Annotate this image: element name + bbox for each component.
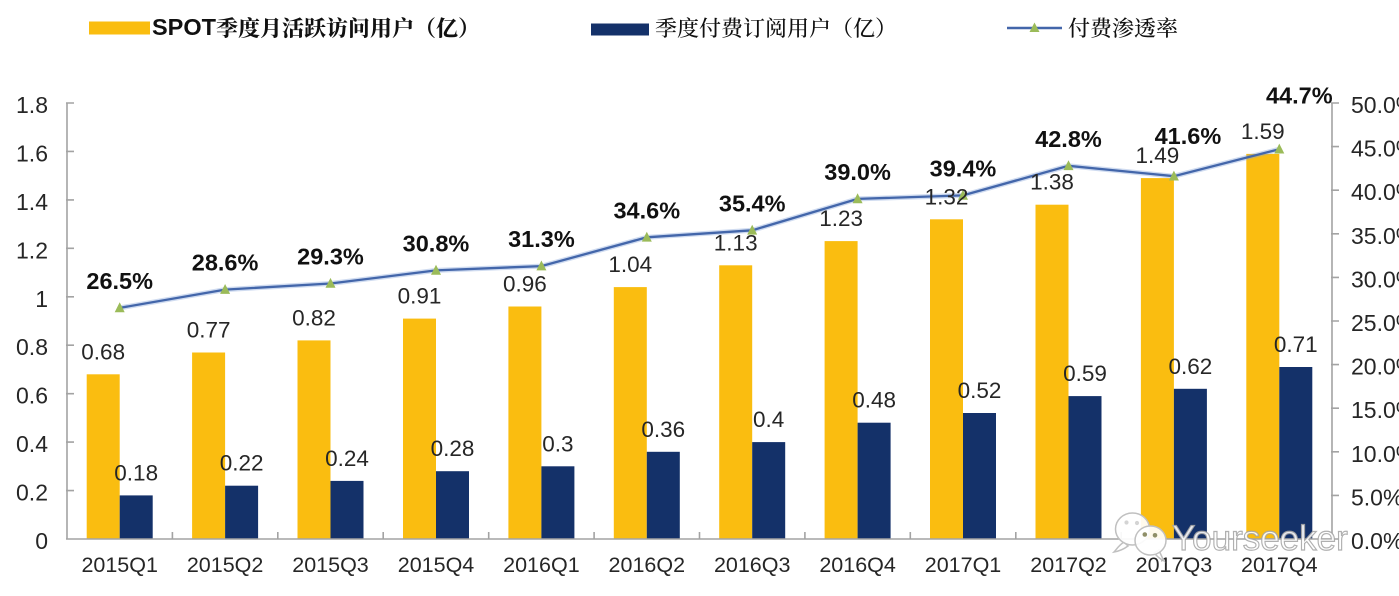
svg-text:41.6%: 41.6% [1155, 123, 1222, 149]
svg-text:1.4: 1.4 [16, 189, 48, 215]
svg-text:35.0%: 35.0% [1351, 223, 1399, 249]
svg-text:2016Q1: 2016Q1 [503, 553, 580, 577]
svg-text:1.6: 1.6 [16, 140, 48, 166]
svg-text:1.49: 1.49 [1136, 143, 1180, 168]
svg-text:0.62: 0.62 [1169, 354, 1213, 379]
svg-text:39.0%: 39.0% [824, 159, 891, 185]
svg-text:20.0%: 20.0% [1351, 354, 1399, 380]
svg-text:2016Q4: 2016Q4 [819, 553, 896, 577]
svg-text:44.7%: 44.7% [1266, 83, 1333, 109]
svg-text:2016Q2: 2016Q2 [609, 553, 686, 577]
svg-text:0.4: 0.4 [16, 431, 48, 457]
svg-text:0.0%: 0.0% [1351, 528, 1399, 554]
svg-text:26.5%: 26.5% [86, 268, 153, 294]
svg-text:2016Q3: 2016Q3 [714, 553, 791, 577]
svg-text:0.24: 0.24 [325, 446, 369, 471]
svg-text:0.2: 0.2 [16, 480, 48, 506]
svg-text:1.59: 1.59 [1241, 119, 1285, 144]
svg-text:0.71: 0.71 [1274, 332, 1318, 357]
svg-text:28.6%: 28.6% [192, 250, 259, 276]
svg-text:35.4%: 35.4% [719, 190, 786, 216]
svg-text:0.96: 0.96 [503, 272, 547, 297]
svg-text:50.0%: 50.0% [1351, 92, 1399, 118]
svg-text:0.77: 0.77 [187, 318, 231, 343]
svg-text:2017Q3: 2017Q3 [1136, 553, 1213, 577]
svg-text:39.4%: 39.4% [930, 155, 997, 181]
svg-text:5.0%: 5.0% [1351, 484, 1399, 510]
svg-text:1: 1 [35, 286, 48, 312]
svg-text:Yourseeker: Yourseeker [1172, 519, 1348, 558]
svg-text:0.68: 0.68 [81, 339, 125, 364]
svg-text:0.6: 0.6 [16, 383, 48, 409]
svg-text:2017Q4: 2017Q4 [1241, 553, 1318, 577]
svg-text:0.48: 0.48 [852, 388, 896, 413]
svg-text:0.59: 0.59 [1063, 361, 1107, 386]
svg-text:0.3: 0.3 [542, 431, 573, 456]
svg-text:1.8: 1.8 [16, 92, 48, 118]
svg-text:0.4: 0.4 [753, 407, 784, 432]
svg-text:0.22: 0.22 [220, 451, 264, 476]
svg-text:2015Q3: 2015Q3 [292, 553, 369, 577]
svg-text:0.52: 0.52 [958, 378, 1002, 403]
svg-text:0.18: 0.18 [114, 460, 158, 485]
svg-text:0.8: 0.8 [16, 334, 48, 360]
svg-text:2015Q2: 2015Q2 [187, 553, 264, 577]
svg-text:1.04: 1.04 [608, 252, 652, 277]
svg-text:30.0%: 30.0% [1351, 266, 1399, 292]
svg-text:25.0%: 25.0% [1351, 310, 1399, 336]
svg-text:SPOT: SPOT [152, 14, 217, 40]
svg-text:42.8%: 42.8% [1035, 126, 1102, 152]
svg-text:45.0%: 45.0% [1351, 136, 1399, 162]
svg-text:1.13: 1.13 [714, 230, 758, 255]
svg-text:2015Q4: 2015Q4 [398, 553, 475, 577]
svg-text:0.82: 0.82 [292, 305, 336, 330]
svg-text:1.32: 1.32 [925, 184, 969, 209]
svg-text:2017Q1: 2017Q1 [925, 553, 1002, 577]
svg-text:15.0%: 15.0% [1351, 397, 1399, 423]
svg-text:10.0%: 10.0% [1351, 441, 1399, 467]
svg-text:0.28: 0.28 [431, 436, 475, 461]
svg-text:29.3%: 29.3% [297, 244, 364, 270]
svg-text:1.38: 1.38 [1030, 170, 1074, 195]
svg-text:0: 0 [35, 528, 48, 554]
svg-text:30.8%: 30.8% [403, 230, 470, 256]
svg-text:2015Q1: 2015Q1 [81, 553, 158, 577]
svg-text:1.2: 1.2 [16, 237, 48, 263]
svg-text:34.6%: 34.6% [613, 197, 680, 223]
svg-text:31.3%: 31.3% [508, 226, 575, 252]
svg-text:40.0%: 40.0% [1351, 179, 1399, 205]
svg-text:2017Q2: 2017Q2 [1030, 553, 1107, 577]
svg-text:0.91: 0.91 [398, 284, 442, 309]
svg-text:1.23: 1.23 [819, 206, 863, 231]
svg-text:0.36: 0.36 [641, 417, 685, 442]
